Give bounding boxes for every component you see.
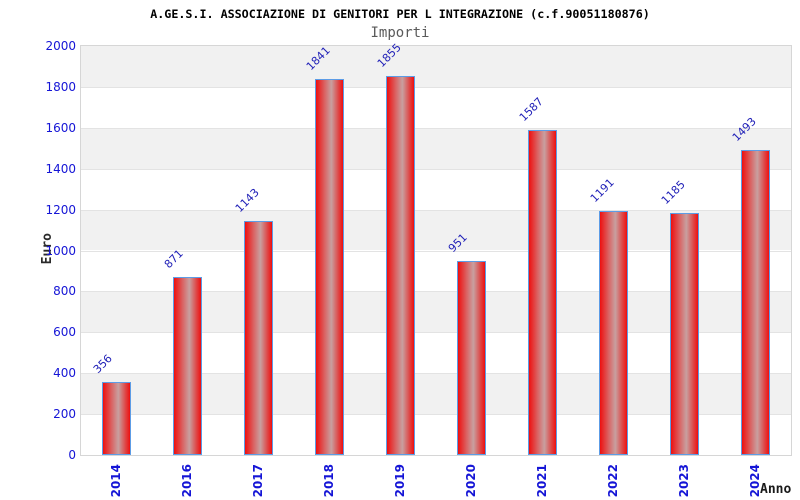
bar-2017 [244, 221, 273, 455]
bar-2021 [528, 130, 557, 455]
x-axis-tick-label: 2020 [463, 464, 478, 498]
grid-band [81, 46, 791, 87]
bar-2019 [386, 75, 415, 455]
y-axis-tick-label: 0 [68, 448, 76, 462]
y-axis-tick-label: 1200 [45, 202, 76, 217]
x-axis-tick-label: 2019 [392, 464, 407, 498]
x-axis-tick-label: 2022 [605, 464, 620, 498]
x-axis-tick-label: 2018 [321, 464, 336, 498]
y-axis-tick-label: 1800 [45, 79, 76, 94]
x-axis-tick-label: 2014 [108, 464, 123, 498]
x-axis-label: Anno [760, 482, 792, 497]
gridline [81, 127, 791, 129]
bar-2020 [457, 260, 486, 455]
y-axis-tick-label: 2000 [45, 39, 76, 53]
x-axis-tick-label: 2017 [250, 464, 265, 498]
bar-2022 [599, 211, 628, 455]
plot-area: 356 871 1143 1841 1855 951 1587 1191 1185 1493 [80, 41, 792, 456]
gridline [81, 250, 791, 252]
y-axis-tick-label: 800 [53, 284, 76, 299]
x-axis-tick-label: 2016 [179, 464, 194, 498]
grid-band [81, 127, 791, 169]
bar-2024 [741, 149, 770, 455]
grid-band [81, 86, 791, 128]
x-axis-tick-label: 2024 [747, 464, 762, 498]
gridline [81, 291, 791, 293]
bar-2014 [102, 382, 131, 455]
bar-2018 [315, 78, 344, 455]
gridline [81, 332, 791, 334]
chart-subtitle: Importi [370, 25, 430, 41]
bar-2023 [670, 212, 699, 455]
bar-2016 [173, 276, 202, 455]
grid-band [81, 168, 791, 210]
y-axis-tick-label: 1000 [45, 243, 76, 258]
x-axis-tick-label: 2021 [534, 464, 549, 498]
y-axis-tick-label: 400 [53, 366, 76, 381]
y-axis-tick-label: 200 [53, 407, 76, 422]
y-axis-tick-label: 1600 [45, 120, 76, 135]
y-axis-tick-label: 600 [53, 325, 76, 340]
x-axis-tick-label: 2023 [676, 464, 691, 498]
y-axis-tick-label: 1400 [45, 161, 76, 176]
gridline [81, 414, 791, 416]
gridline [81, 209, 791, 211]
gridline [81, 168, 791, 170]
gridline [81, 373, 791, 375]
chart-title: A.GE.S.I. ASSOCIAZIONE DI GENITORI PER L… [150, 7, 650, 21]
gridline [81, 86, 791, 88]
